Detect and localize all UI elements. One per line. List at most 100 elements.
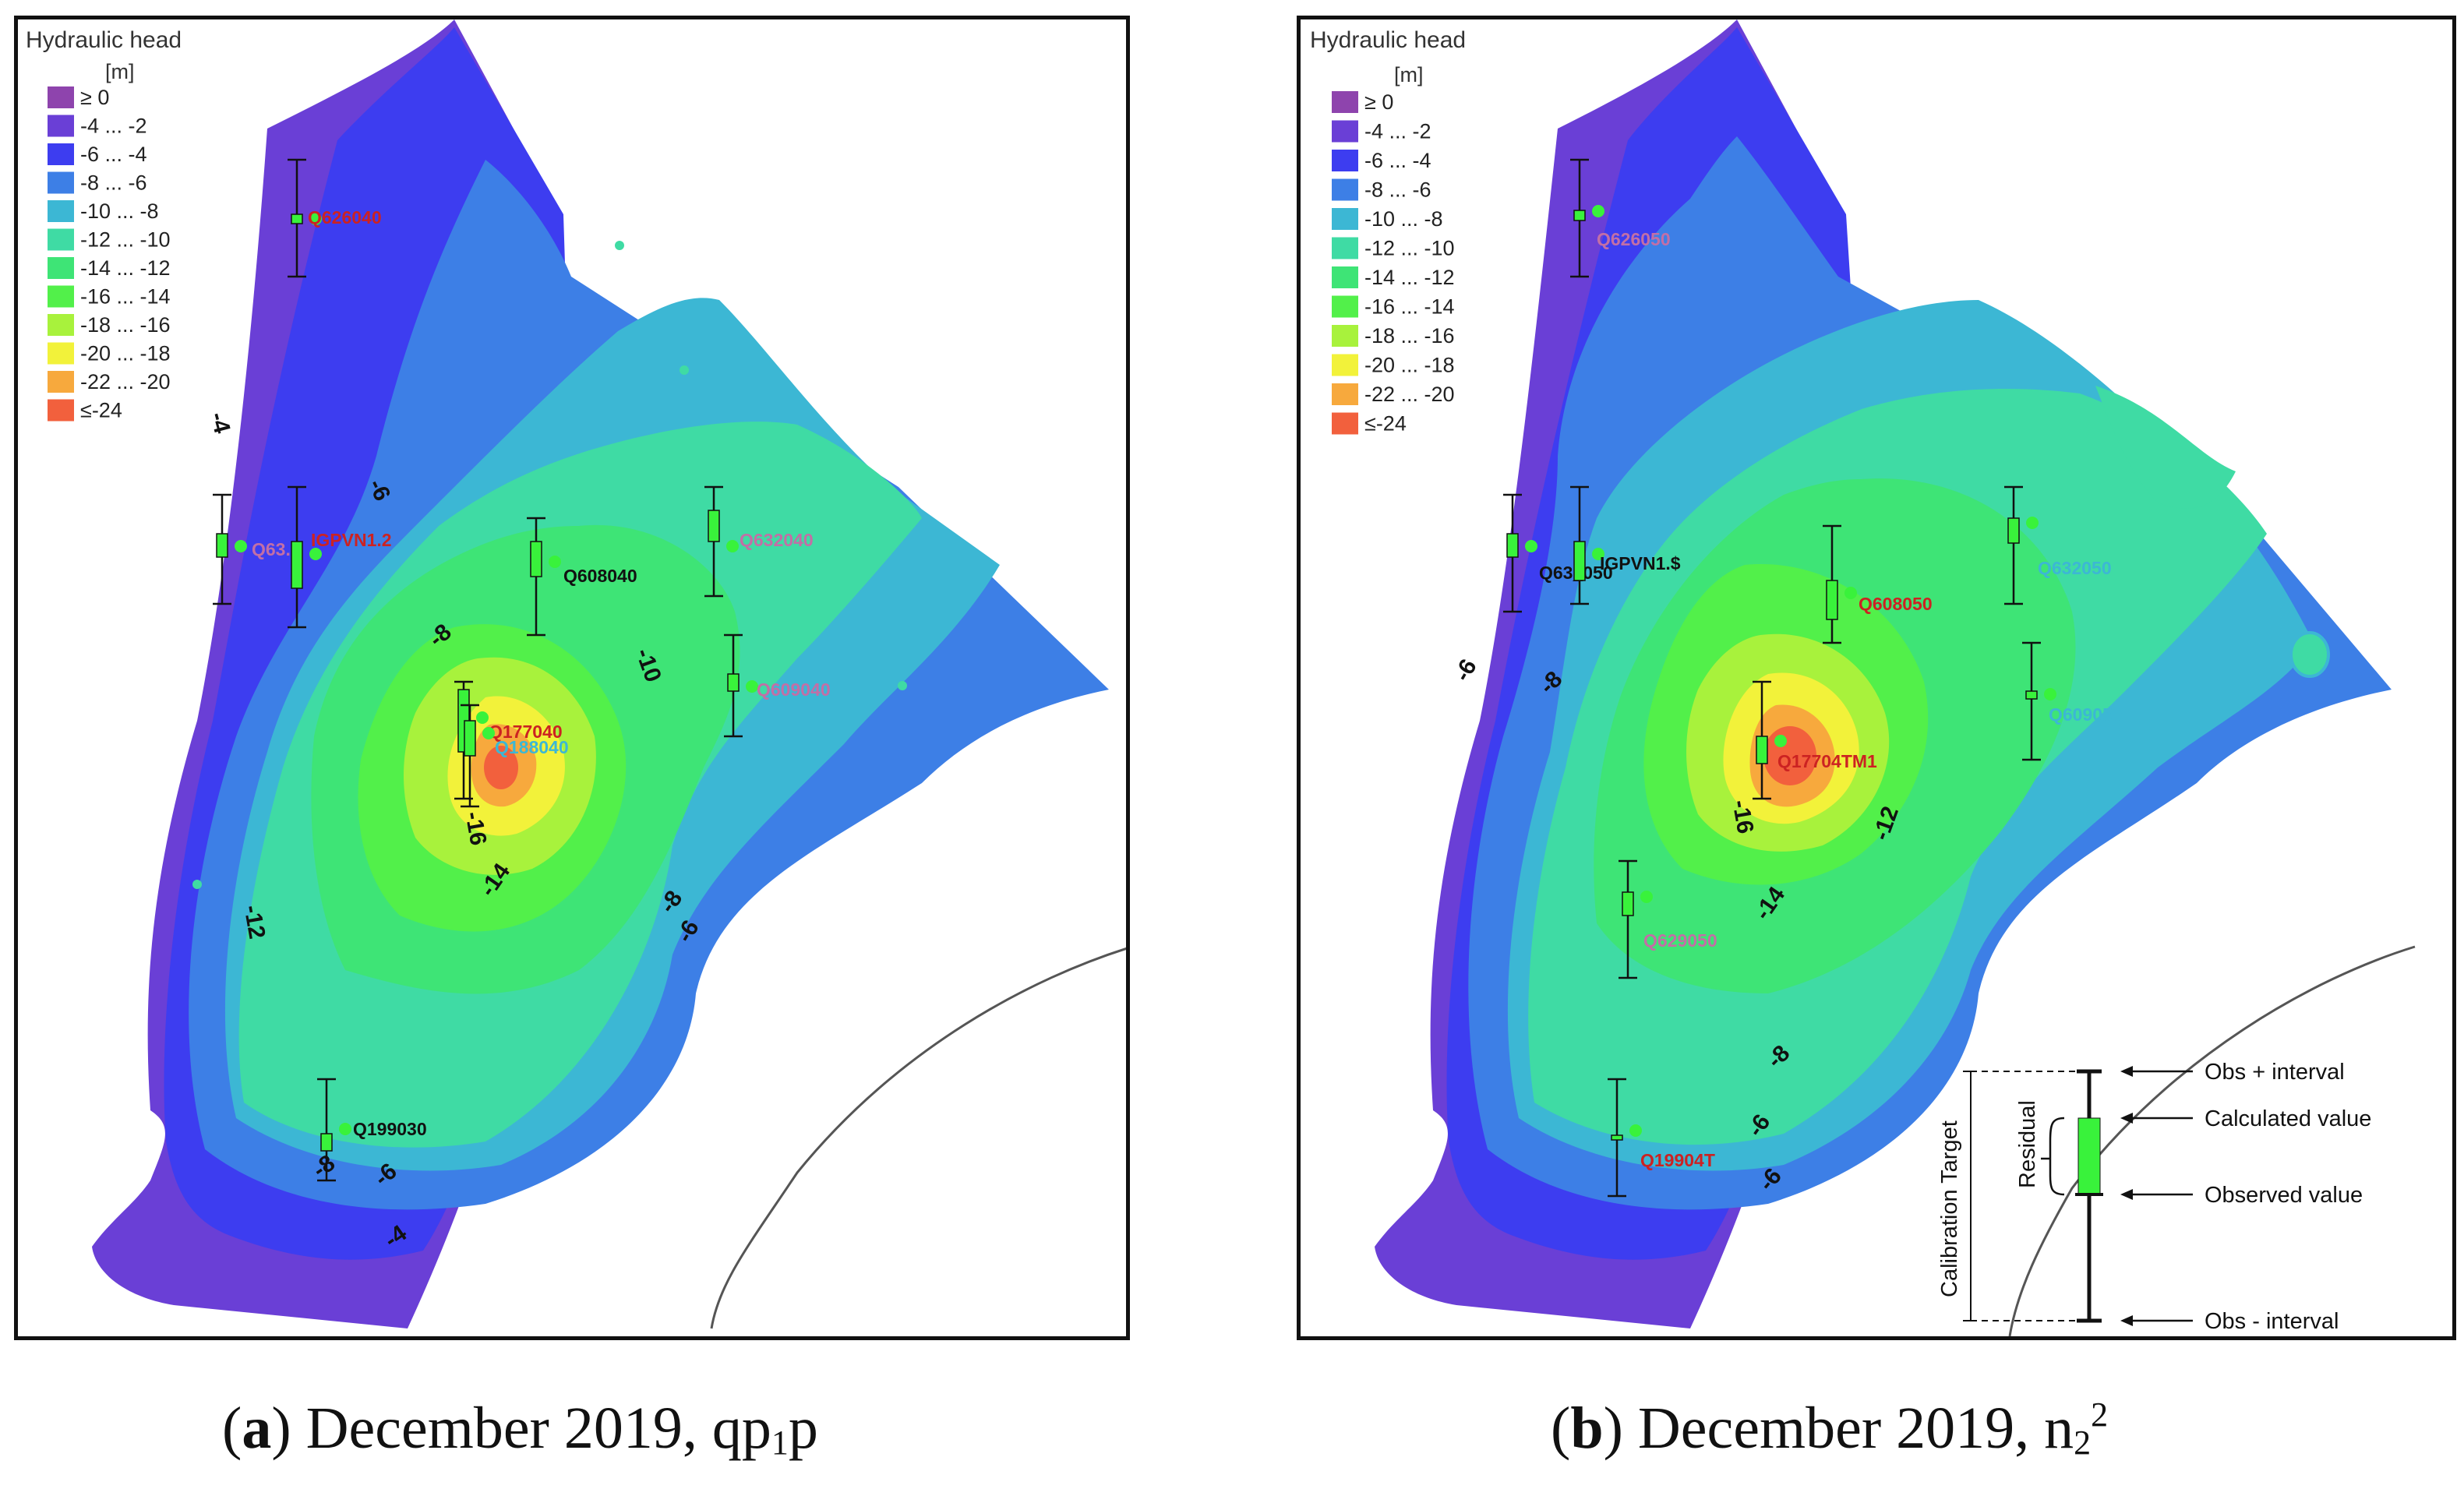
hydraulic-head-map-a: Hydraulic head [m] ≥ 0 -4 ... -2 -6 ... -4… <box>26 19 1126 1329</box>
contour-label: -16 <box>460 810 491 847</box>
legend-swatch <box>48 171 74 194</box>
residual-bar <box>1611 1134 1623 1141</box>
caption-sub: 2 <box>2074 1424 2092 1462</box>
map-panel-b: Hydraulic head [m] ≥ 0 -4 ... -2 -6 ... -4… <box>1297 16 2456 1340</box>
well-dot <box>1629 1124 1642 1137</box>
legend-swatch <box>48 200 74 222</box>
well-target[interactable]: IGPVN1.2 <box>288 485 392 629</box>
legend-label: ≤-24 <box>1364 412 1407 436</box>
residual-brace <box>2041 1117 2065 1196</box>
residual-bar <box>1573 210 1586 221</box>
well-dot <box>339 1123 351 1135</box>
well-dot <box>615 241 624 250</box>
well-label: Q17704TM1 <box>1777 751 1877 771</box>
well-target[interactable]: Q632050 <box>2004 485 2112 605</box>
well-label: Q177040 <box>489 722 563 742</box>
well-label: Q609050 <box>2049 704 2123 725</box>
well-label: Q632040 <box>740 530 814 550</box>
legend-title: Hydraulic head <box>1310 27 1466 53</box>
legend-swatch <box>1332 178 1358 201</box>
well-target[interactable]: Q19904T <box>1608 1078 1715 1198</box>
contour-label: -12 <box>238 903 270 940</box>
residual-bar <box>2007 517 2020 544</box>
well-label: Q609040 <box>757 679 831 700</box>
legend-swatch <box>1332 91 1358 113</box>
boundary-line <box>710 947 1126 1329</box>
residual-bar <box>727 673 740 692</box>
residual-bar <box>291 541 303 589</box>
legend-label: ≥ 0 <box>1364 90 1393 114</box>
legend-label: -4 ... -2 <box>1364 120 1431 143</box>
boundary-line <box>2008 945 2416 1336</box>
well-targets[interactable]: Q626050Q63_050IGPVN1.$Q608050Q632050Q609… <box>1503 158 2123 1198</box>
legend-swatch <box>48 314 74 336</box>
legend-label: -6 ... -4 <box>1364 149 1431 172</box>
well-dot <box>1844 587 1857 599</box>
well-target[interactable]: Q17704TM1 <box>1753 680 1877 800</box>
calibration-target-key: Calibration Target Residual Obs + interv… <box>1937 1060 2371 1334</box>
well-dot <box>309 548 322 560</box>
well-target[interactable]: Q188040 <box>461 704 569 808</box>
map-panel-a: Hydraulic head [m] ≥ 0 -4 ... -2 -6 ... -4… <box>14 16 1130 1340</box>
obs-minus-label: Obs - interval <box>2205 1309 2339 1334</box>
legend-label: -6 ... -4 <box>80 143 147 166</box>
caption-b: (b) December 2019, n22 <box>1551 1395 2109 1462</box>
residual-bar <box>1622 891 1634 916</box>
legend-swatch <box>1332 208 1358 230</box>
well-dot <box>1640 891 1653 903</box>
well-target[interactable]: Q199030 <box>317 1078 427 1182</box>
well-target[interactable]: Q609040 <box>724 633 831 738</box>
well-dot <box>680 365 689 375</box>
legend-swatch <box>48 86 74 108</box>
legend-swatch <box>48 143 74 165</box>
legend-swatch <box>1332 412 1358 435</box>
well-target[interactable]: IGPVN1.$ <box>1570 485 1681 605</box>
caption-tail: p <box>788 1395 818 1461</box>
legend-label: -18 ... -16 <box>80 313 171 337</box>
well-label: Q199030 <box>353 1119 427 1139</box>
well-dot <box>482 727 495 739</box>
residual-bar <box>464 720 476 757</box>
well-target[interactable]: Q629050 <box>1619 859 1717 979</box>
caption-letter: a <box>242 1395 272 1461</box>
well-dot <box>549 556 561 568</box>
obs-plus-label: Obs + interval <box>2205 1060 2345 1085</box>
well-label: Q188040 <box>495 737 569 757</box>
legend-label: -16 ... -14 <box>1364 295 1455 319</box>
legend-swatch <box>1332 325 1358 347</box>
residual-bar <box>1826 580 1838 620</box>
residual-bar <box>2077 1117 2101 1195</box>
well-label: IGPVN1.$ <box>1600 553 1681 573</box>
legend-label: -22 ... -20 <box>80 370 171 393</box>
legend-swatch <box>48 115 74 137</box>
well-label: IGPVN1.2 <box>311 530 392 550</box>
legend-swatch <box>48 399 74 422</box>
well-target[interactable]: Q632040 <box>704 485 814 598</box>
well-target[interactable]: Q608040 <box>527 517 637 637</box>
well-label: Q632050 <box>2038 558 2112 578</box>
legend-label: -10 ... -8 <box>80 199 159 223</box>
well-target[interactable]: Q626050 <box>1570 158 1671 278</box>
legend-unit: [m] <box>105 60 135 83</box>
residual-bar <box>1756 736 1768 764</box>
well-target[interactable]: Q609050 <box>2022 641 2123 761</box>
well-label: Q608040 <box>563 566 637 586</box>
legend-swatch <box>1332 150 1358 171</box>
residual-bar <box>291 213 303 224</box>
key-arrows <box>2120 1066 2193 1326</box>
legend-rows: ≥ 0 -4 ... -2 -6 ... -4 -8 ... -6 -10 ... -8… <box>1332 90 1455 436</box>
legend-label: -22 ... -20 <box>1364 383 1455 406</box>
residual-label: Residual <box>2015 1100 2040 1188</box>
well-dot <box>1774 735 1787 747</box>
legend-label: -12 ... -10 <box>80 228 171 252</box>
caption-sub: 1 <box>771 1424 789 1462</box>
legend-swatch <box>1332 383 1358 405</box>
head-zone-local <box>2289 631 2330 678</box>
hydraulic-head-map-b: Hydraulic head [m] ≥ 0 -4 ... -2 -6 ... -4… <box>1310 19 2416 1336</box>
well-dot <box>746 680 758 693</box>
well-target[interactable]: Q626040 <box>288 158 382 278</box>
legend-swatch <box>1332 266 1358 288</box>
caption-letter: b <box>1570 1395 1604 1461</box>
well-target[interactable]: Q608050 <box>1823 524 1933 644</box>
